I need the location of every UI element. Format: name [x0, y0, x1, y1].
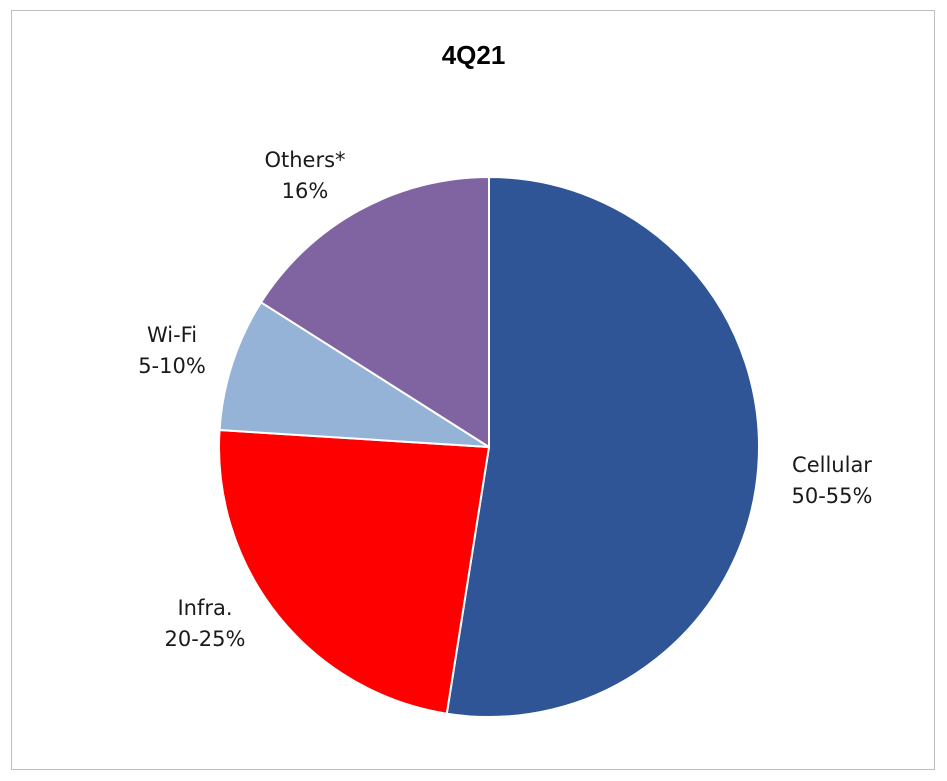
pie-slice-cellular — [445, 175, 760, 718]
slice-name-label: Cellular — [792, 453, 872, 477]
slice-value-label: 16% — [282, 179, 329, 203]
slice-name-label: Others* — [264, 148, 345, 172]
slice-name-label: Infra. — [177, 596, 232, 620]
slice-name-label: Wi-Fi — [147, 323, 197, 347]
pie-slice-wi-fi — [218, 300, 490, 448]
chart-title: 4Q21 — [441, 40, 506, 70]
slice-value-label: 50-55% — [792, 484, 873, 508]
pie-slice-infra — [218, 428, 491, 715]
slice-value-label: 20-25% — [165, 627, 246, 651]
slice-value-label: 5-10% — [138, 354, 206, 378]
pie-slice-others — [259, 175, 490, 449]
